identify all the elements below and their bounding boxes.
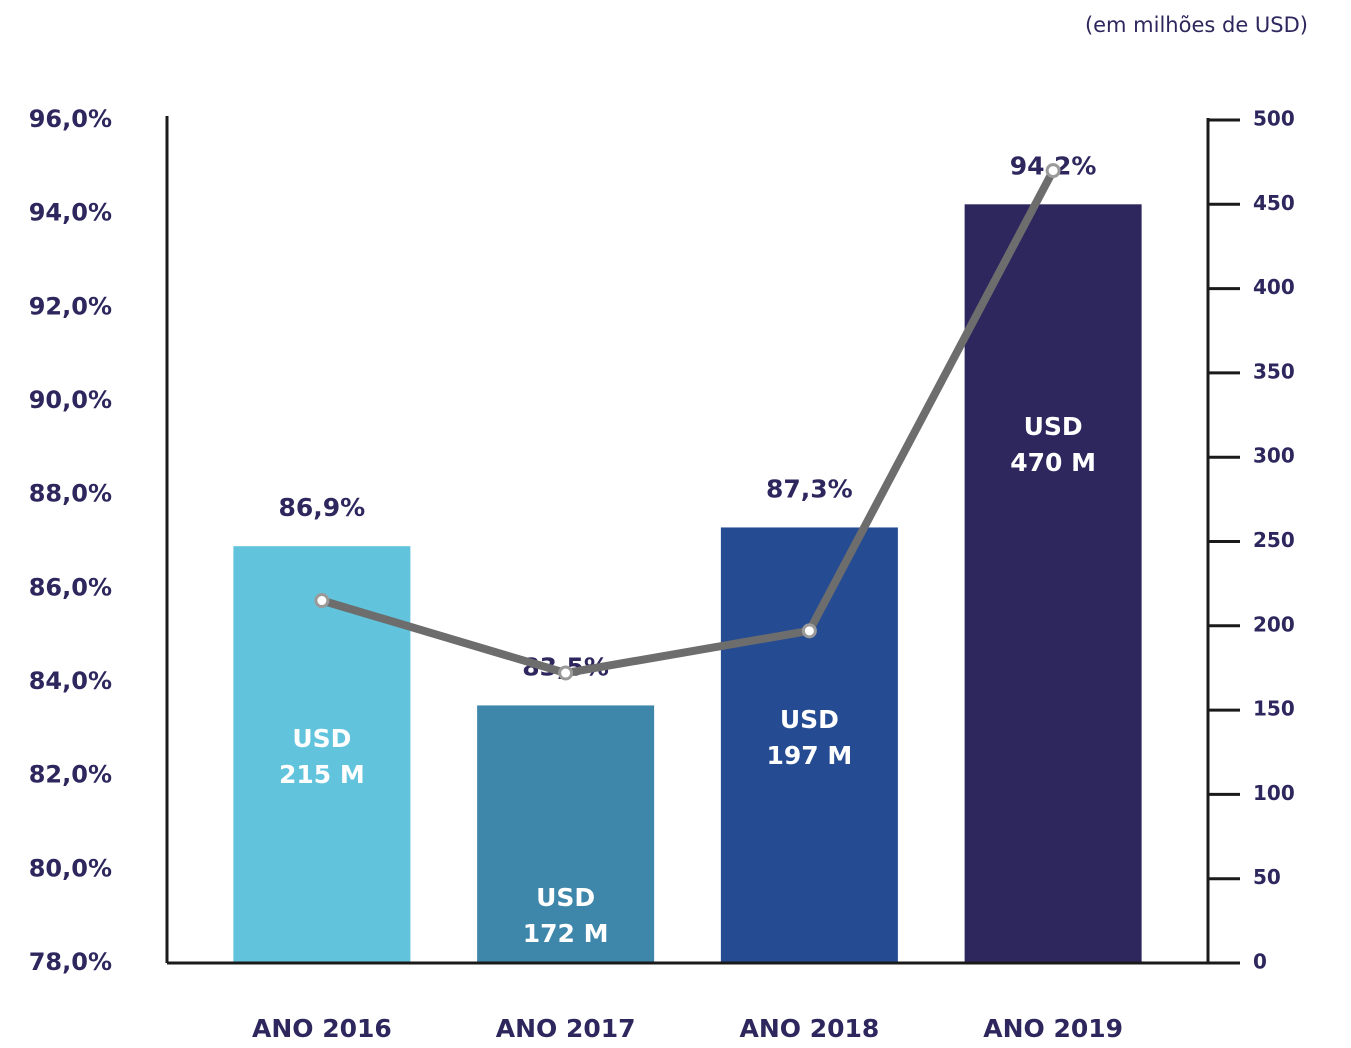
y-tick-label: 90,0%: [29, 386, 112, 414]
line-point: [801, 623, 817, 639]
y2-tick-label: 250: [1253, 528, 1295, 552]
bar: [720, 527, 898, 963]
bar-value-label: 87,3%: [766, 474, 853, 503]
y-tick-label: 80,0%: [29, 854, 112, 882]
y2-tick-label: 150: [1253, 697, 1295, 721]
unit-note: (em milhões de USD): [1085, 13, 1308, 37]
y-tick-label: 82,0%: [29, 761, 112, 789]
y2-tick-label: 350: [1253, 359, 1295, 383]
y2-tick-label: 0: [1253, 950, 1267, 974]
line: [320, 168, 1057, 678]
y-tick-label: 92,0%: [29, 292, 112, 320]
y2-tick-label: 450: [1253, 191, 1295, 215]
line-point: [1045, 163, 1061, 179]
y-tick-label: 86,0%: [29, 573, 112, 601]
bar: [477, 705, 655, 963]
x-tick-label: ANO 2016: [252, 1014, 392, 1043]
y2-tick-label: 100: [1253, 781, 1295, 805]
y-tick-label: 84,0%: [29, 667, 112, 695]
line-point: [558, 665, 574, 681]
y-tick-label: 88,0%: [29, 480, 112, 508]
y2-tick-label: 400: [1253, 275, 1295, 299]
bar-value-label: 86,9%: [279, 493, 366, 522]
y-tick-label: 96,0%: [29, 105, 112, 133]
usd-label: USD 215 M: [278, 724, 365, 790]
usd-label: USD 197 M: [766, 705, 853, 771]
usd-label: USD 470 M: [1010, 412, 1097, 478]
bar: [964, 204, 1142, 964]
y2-tick-label: 300: [1253, 444, 1295, 468]
y2-tick-label: 200: [1253, 612, 1295, 636]
y2-tick-label: 50: [1253, 865, 1281, 889]
line-point: [314, 593, 330, 609]
y-tick-label: 94,0%: [29, 199, 112, 227]
y-tick-label: 78,0%: [29, 948, 112, 976]
x-tick-label: ANO 2018: [739, 1014, 879, 1043]
x-tick-label: ANO 2017: [496, 1014, 636, 1043]
y2-tick-label: 500: [1253, 107, 1295, 131]
x-tick-label: ANO 2019: [983, 1014, 1123, 1043]
usd-label: USD 172 M: [522, 883, 609, 949]
